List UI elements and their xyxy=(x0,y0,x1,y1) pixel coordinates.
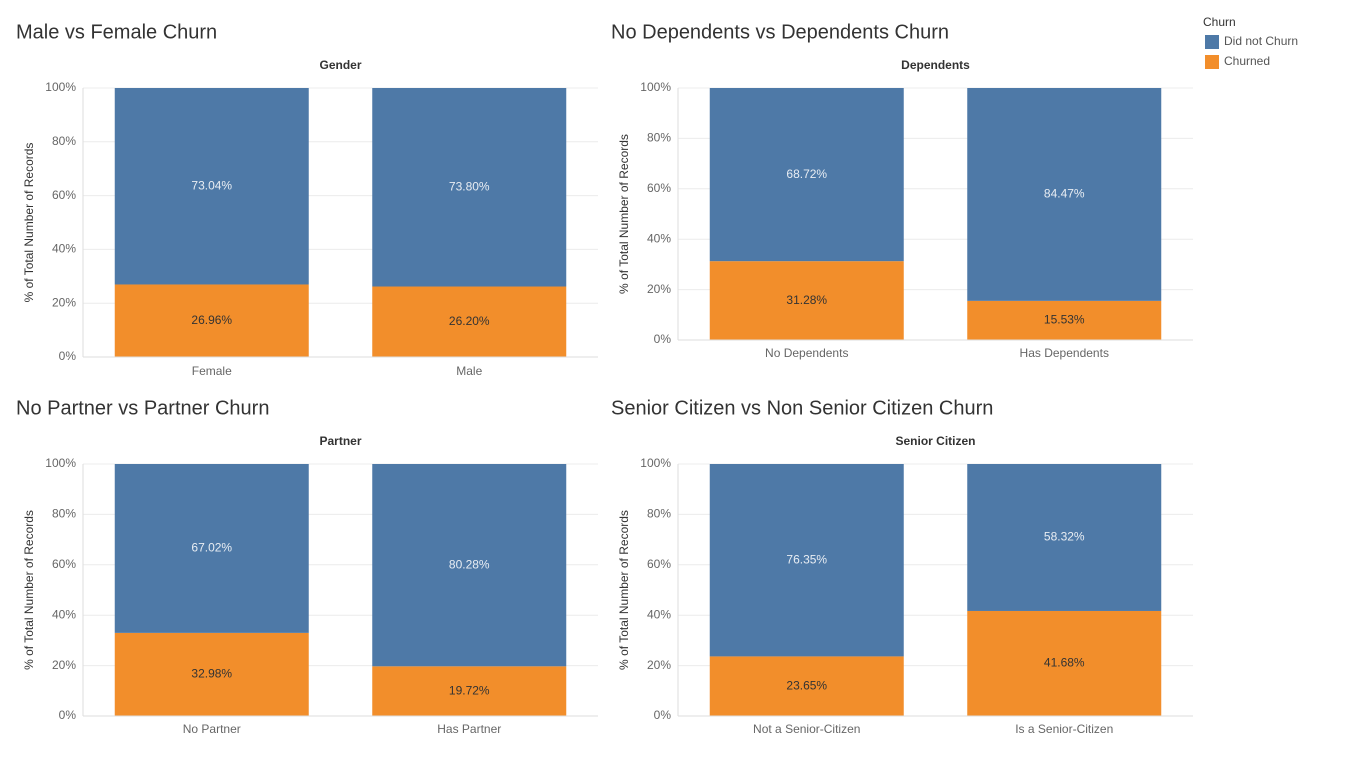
y-tick-label: 60% xyxy=(52,557,76,571)
x-tick-label: No Dependents xyxy=(765,346,848,360)
legend-entry: Did not Churn xyxy=(1224,34,1298,48)
y-tick-label: 60% xyxy=(52,188,76,202)
bar-segment xyxy=(967,610,1162,716)
y-tick-label: 0% xyxy=(59,708,77,722)
data-label: 19.72% xyxy=(449,683,490,697)
data-label: 31.28% xyxy=(786,293,827,307)
chart-title: No Dependents vs Dependents Churn xyxy=(611,21,949,43)
bar-segment xyxy=(709,261,904,340)
x-tick-label: Not a Senior-Citizen xyxy=(753,722,860,736)
chart-title: No Partner vs Partner Churn xyxy=(16,397,269,419)
y-tick-label: 80% xyxy=(647,507,671,521)
y-axis-label: % of Total Number of Records xyxy=(22,510,36,670)
y-tick-label: 80% xyxy=(52,507,76,521)
y-tick-label: 40% xyxy=(52,607,76,621)
y-tick-label: 60% xyxy=(647,181,671,195)
chart-title: Male vs Female Churn xyxy=(16,21,217,43)
y-tick-label: 40% xyxy=(52,242,76,256)
bar-segment xyxy=(372,666,567,716)
data-label: 41.68% xyxy=(1044,656,1085,670)
bar-segment xyxy=(372,286,567,357)
header: Dependents xyxy=(901,58,970,72)
x-tick-label: Has Partner xyxy=(437,722,501,736)
bar-segment xyxy=(114,284,309,357)
bar-segment xyxy=(967,464,1162,611)
y-tick-label: 100% xyxy=(45,456,76,470)
y-tick-label: 80% xyxy=(52,134,76,148)
x-tick-label: Male xyxy=(456,364,482,378)
bar-segment xyxy=(967,300,1162,340)
data-label: 68.72% xyxy=(786,167,827,181)
data-label: 23.65% xyxy=(786,678,827,692)
y-tick-label: 0% xyxy=(59,349,77,363)
data-label: 73.04% xyxy=(191,178,232,192)
header: Gender xyxy=(319,58,361,72)
x-tick-label: Has Dependents xyxy=(1020,346,1109,360)
legend-swatch xyxy=(1205,55,1219,69)
bar-segment xyxy=(372,88,567,287)
data-label: 67.02% xyxy=(191,541,232,555)
y-tick-label: 20% xyxy=(52,658,76,672)
header: Partner xyxy=(319,434,361,448)
x-tick-label: Female xyxy=(192,364,232,378)
bar-segment xyxy=(709,88,904,262)
data-label: 15.53% xyxy=(1044,313,1085,327)
y-tick-label: 80% xyxy=(647,131,671,145)
y-tick-label: 20% xyxy=(647,658,671,672)
x-tick-label: No Partner xyxy=(183,722,241,736)
y-tick-label: 20% xyxy=(647,282,671,296)
legend-swatch xyxy=(1205,35,1219,49)
data-label: 32.98% xyxy=(191,667,232,681)
y-tick-label: 20% xyxy=(52,295,76,309)
y-axis-label: % of Total Number of Records xyxy=(617,134,631,294)
chart-title: Senior Citizen vs Non Senior Citizen Chu… xyxy=(611,397,993,419)
bar-segment xyxy=(114,464,309,633)
y-tick-label: 60% xyxy=(647,557,671,571)
data-label: 26.96% xyxy=(191,313,232,327)
y-tick-label: 0% xyxy=(654,332,672,346)
legend-title: Churn xyxy=(1203,15,1236,29)
bar-segment xyxy=(114,88,309,285)
x-tick-label: Is a Senior-Citizen xyxy=(1015,722,1113,736)
y-tick-label: 0% xyxy=(654,708,672,722)
y-tick-label: 40% xyxy=(647,231,671,245)
header: Senior Citizen xyxy=(895,434,975,448)
legend-entry: Churned xyxy=(1224,54,1270,68)
y-tick-label: 100% xyxy=(640,456,671,470)
bar-segment xyxy=(372,464,567,667)
y-tick-label: 100% xyxy=(640,80,671,94)
bar-segment xyxy=(967,88,1162,301)
data-label: 73.80% xyxy=(449,179,490,193)
data-label: 84.47% xyxy=(1044,187,1085,201)
bar-segment xyxy=(709,656,904,716)
y-axis-label: % of Total Number of Records xyxy=(22,143,36,303)
data-label: 58.32% xyxy=(1044,530,1085,544)
y-tick-label: 40% xyxy=(647,607,671,621)
y-axis-label: % of Total Number of Records xyxy=(617,510,631,670)
y-tick-label: 100% xyxy=(45,80,76,94)
bar-segment xyxy=(709,464,904,657)
data-label: 80.28% xyxy=(449,557,490,571)
bar-segment xyxy=(114,632,309,716)
data-label: 26.20% xyxy=(449,314,490,328)
data-label: 76.35% xyxy=(786,552,827,566)
